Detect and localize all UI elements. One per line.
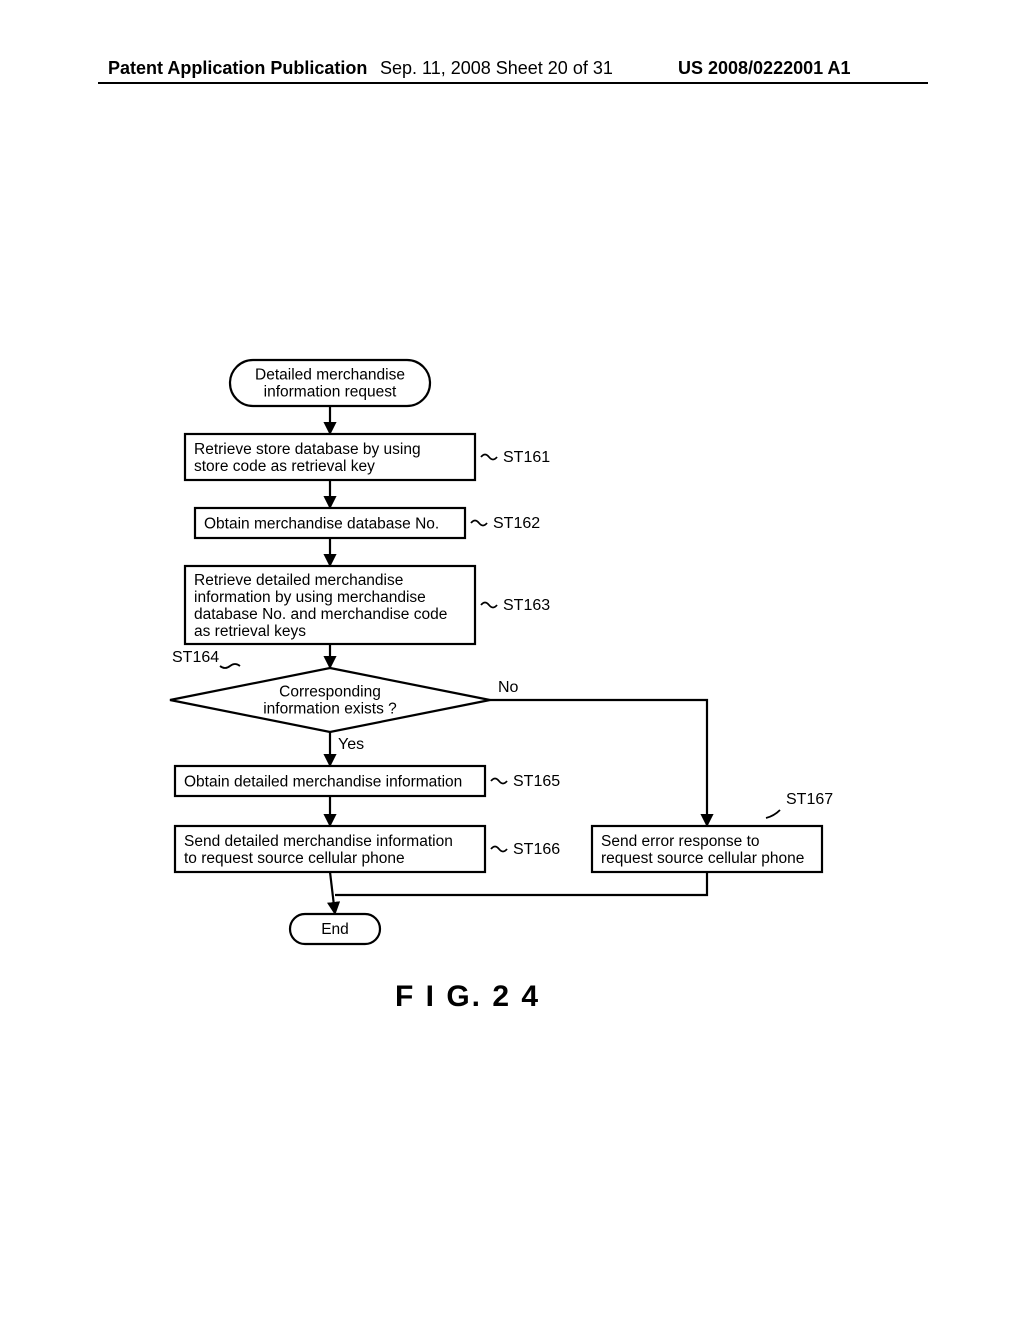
svg-text:information request: information request bbox=[264, 384, 397, 401]
svg-text:store code as retrieval key: store code as retrieval key bbox=[194, 458, 375, 475]
svg-text:Corresponding: Corresponding bbox=[279, 684, 381, 701]
svg-text:Yes: Yes bbox=[338, 736, 364, 753]
svg-text:information by using merchandi: information by using merchandise bbox=[194, 589, 426, 606]
svg-text:ST167: ST167 bbox=[786, 791, 833, 808]
svg-text:ST162: ST162 bbox=[493, 515, 540, 532]
svg-text:information exists ?: information exists ? bbox=[263, 701, 397, 718]
flowchart: Detailed merchandiseinformation request R… bbox=[0, 0, 1024, 1000]
svg-text:ST164: ST164 bbox=[172, 649, 219, 666]
svg-text:Send detailed merchandise info: Send detailed merchandise information bbox=[184, 833, 453, 850]
figure-caption: F I G. 2 4 bbox=[395, 980, 540, 1014]
svg-text:Obtain merchandise database No: Obtain merchandise database No. bbox=[204, 516, 439, 533]
svg-text:Obtain detailed merchandise in: Obtain detailed merchandise information bbox=[184, 774, 462, 791]
svg-text:ST163: ST163 bbox=[503, 597, 550, 614]
svg-text:ST161: ST161 bbox=[503, 449, 550, 466]
svg-text:to request source cellular pho: to request source cellular phone bbox=[184, 850, 405, 867]
svg-text:Detailed merchandise: Detailed merchandise bbox=[255, 367, 405, 384]
svg-text:ST166: ST166 bbox=[513, 841, 560, 858]
svg-text:Retrieve store database by usi: Retrieve store database by using bbox=[194, 441, 421, 458]
svg-text:Retrieve detailed merchandise: Retrieve detailed merchandise bbox=[194, 572, 403, 589]
svg-text:End: End bbox=[321, 921, 349, 938]
svg-text:Send error response to: Send error response to bbox=[601, 833, 760, 850]
svg-text:request source cellular phone: request source cellular phone bbox=[601, 850, 804, 867]
svg-text:No: No bbox=[498, 679, 519, 696]
svg-text:ST165: ST165 bbox=[513, 773, 560, 790]
page: Patent Application Publication Sep. 11, … bbox=[0, 0, 1024, 1320]
svg-text:as retrieval keys: as retrieval keys bbox=[194, 623, 306, 640]
svg-text:database No. and merchandise c: database No. and merchandise code bbox=[194, 606, 447, 623]
